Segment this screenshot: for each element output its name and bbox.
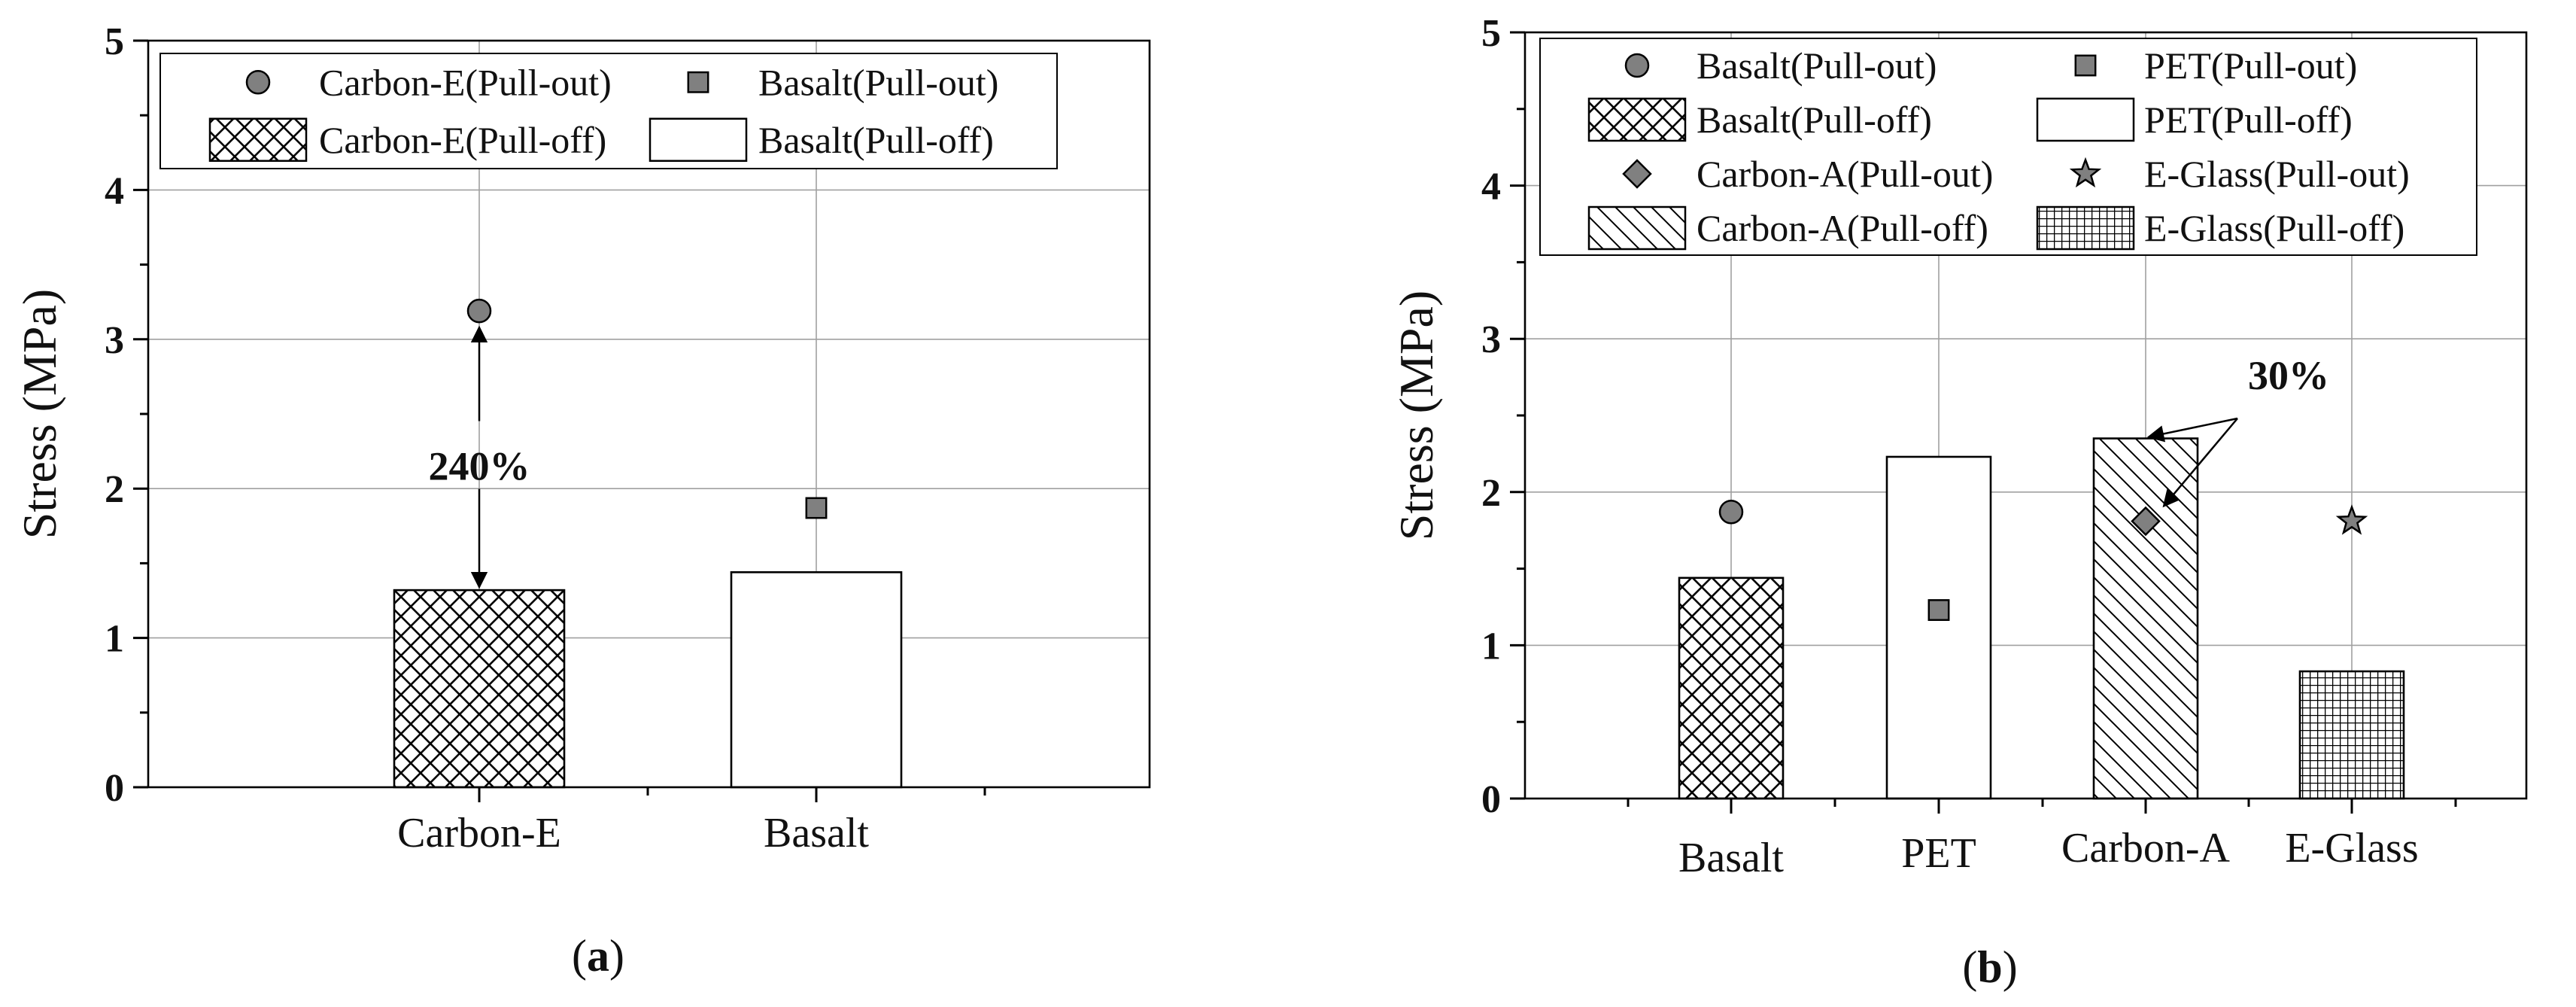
annotation-arrow-to-bar <box>2146 417 2238 443</box>
x-tick-label: Carbon-A <box>2061 825 2231 872</box>
bar-basalt <box>730 571 903 789</box>
y-tick-label: 3 <box>1481 318 1501 361</box>
bar-pet <box>1885 455 1992 800</box>
chart-panel-b: 0 1 2 3 4 5 Basalt PET Carbon-A E-Glass Stress (MP… <box>1390 12 2528 992</box>
y-tick-label: 4 <box>105 169 124 212</box>
legend-label: Carbon-A(Pull-out) <box>1697 153 1993 195</box>
legend-box <box>1539 38 2477 256</box>
legend-label: Carbon-A(Pull-off) <box>1697 207 1988 249</box>
annotation-label: 240% <box>429 443 530 488</box>
y-tick-label: 2 <box>105 468 124 511</box>
y-tick-label: 0 <box>105 767 124 810</box>
panel-label-close: ) <box>609 931 624 981</box>
legend-symbol-6 <box>1587 205 1687 251</box>
point-basalt <box>1718 500 1744 525</box>
bar-carbon-a <box>2092 437 2199 800</box>
legend-label: E-Glass(Pull-out) <box>2144 153 2410 195</box>
legend-symbol-2 <box>1587 97 1687 142</box>
legend-symbol-0 <box>1624 53 1650 78</box>
panel-label-close: ) <box>2003 942 2018 992</box>
x-tick-label: PET <box>1901 830 1976 877</box>
y-tick-label: 5 <box>105 20 124 63</box>
y-tick-label: 3 <box>105 319 124 362</box>
legend-label: PET(Pull-out) <box>2144 44 2357 87</box>
legend: Basalt(Pull-out) PET(Pull-out) Basalt(Pull… <box>1539 38 2477 256</box>
chart-panel-a: 0 1 2 3 4 5 Carbon-E Basalt Stress (MPa) Carbon-E… <box>13 20 1151 981</box>
bar-e-glass <box>2298 670 2405 800</box>
point-e-glass <box>2335 504 2368 535</box>
x-tick-label: Basalt <box>764 810 869 856</box>
legend-label: Carbon-E(Pull-off) <box>319 119 606 161</box>
y-axis-title: Stress (MPa) <box>1390 291 1443 540</box>
legend-symbol-2 <box>208 117 308 162</box>
y-axis-title: Stress (MPa) <box>13 289 66 539</box>
legend-symbol-0 <box>245 70 271 95</box>
legend-label: Carbon-E(Pull-out) <box>319 61 612 103</box>
y-tick-label: 1 <box>105 618 124 661</box>
legend-symbol-4 <box>1622 159 1652 189</box>
panel-label: (a) <box>572 931 624 981</box>
legend-label: Basalt(Pull-out) <box>1697 44 1937 87</box>
annotation-arrow-to-point <box>2162 418 2238 508</box>
legend-label: Basalt(Pull-out) <box>758 61 998 103</box>
legend-symbol-1 <box>2074 54 2097 77</box>
legend-label: Basalt(Pull-off) <box>1697 99 1932 141</box>
x-tick-label: E-Glass <box>2285 825 2418 872</box>
x-tick-label: Basalt <box>1678 835 1784 881</box>
legend-symbol-7 <box>2036 205 2135 251</box>
panel-label-letter: a <box>587 931 609 981</box>
legend-symbol-1 <box>687 71 709 93</box>
point-basalt <box>805 497 828 519</box>
legend-symbol-3 <box>649 117 748 162</box>
bar-basalt <box>1678 577 1785 800</box>
legend-label: Basalt(Pull-off) <box>758 119 994 161</box>
y-tick-label: 0 <box>1481 778 1501 821</box>
y-tick-label: 5 <box>1481 12 1501 55</box>
y-tick-label: 4 <box>1481 166 1501 208</box>
bar-carbon-e <box>393 589 566 789</box>
panel-label-open: ( <box>572 931 587 981</box>
annotation-label: 30% <box>2248 353 2329 398</box>
panel-label-open: ( <box>1962 942 1977 992</box>
legend-symbol-5 <box>2069 157 2102 188</box>
point-pet <box>1927 599 1950 622</box>
point-carbon-e <box>466 298 492 324</box>
panel-label: (b) <box>1962 942 2017 992</box>
legend: Carbon-E(Pull-out) Basalt(Pull-out) Carbon… <box>159 53 1058 169</box>
legend-label: E-Glass(Pull-off) <box>2144 207 2404 249</box>
point-carbon-a <box>2131 506 2161 537</box>
y-tick-label: 2 <box>1481 472 1501 515</box>
legend-symbol-3 <box>2036 97 2135 142</box>
panel-label-letter: b <box>1977 942 2002 992</box>
y-tick-label: 1 <box>1481 625 1501 668</box>
legend-label: PET(Pull-off) <box>2144 99 2353 141</box>
legend-box <box>159 53 1058 169</box>
x-tick-label: Carbon-E <box>397 810 561 856</box>
